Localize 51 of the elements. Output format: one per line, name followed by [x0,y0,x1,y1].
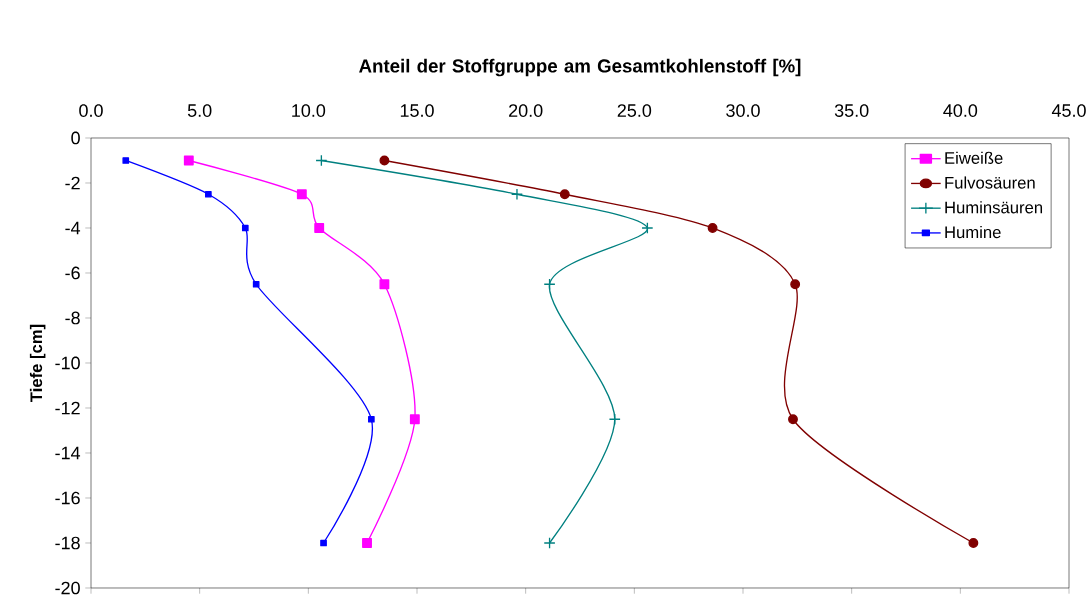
y-tick-label: -18 [55,536,80,550]
y-tick-label: -6 [65,266,80,280]
y-tick-label: -14 [55,446,81,460]
point [409,414,420,425]
legend-label: Huminsäuren [945,201,1043,214]
point [122,157,130,164]
point [241,224,249,232]
y-tick-label: 0 [71,131,80,145]
point [379,155,390,166]
point [788,414,798,425]
point [183,155,194,166]
point [968,538,979,548]
point [790,279,801,290]
point [314,223,325,233]
y-tick-label: -4 [65,221,81,235]
point [252,280,260,288]
point [315,154,328,167]
legend-label: Eiweiße [945,151,1003,164]
y-tick-label: -12 [55,401,80,415]
point [296,189,307,200]
x-tick-label: 45.0 [1051,104,1086,117]
x-tick-label: 0.0 [79,104,103,117]
x-tick-label: 10.0 [292,104,326,117]
y-tick-label: -10 [55,356,80,370]
x-tick-label: 40.0 [943,104,978,117]
x-tick-label: 30.0 [726,104,760,117]
point [205,190,212,198]
point [641,221,654,234]
point [510,188,523,201]
point [543,536,556,549]
y-tick-label: -16 [55,491,80,505]
point [543,278,556,291]
x-tick-label: 35.0 [834,104,869,117]
point [559,189,570,200]
point [368,415,375,423]
point [379,279,390,290]
y-axis-title: Tiefe [cm] [29,324,46,403]
legend-label: Humine [945,225,1001,239]
y-tick-label: -20 [55,581,80,595]
x-axis-title: Anteil der Stoffgruppe am Gesamtkohlenstoff [%] [359,58,801,77]
x-tick-label: 5.0 [187,104,212,117]
legend-label: Fulvosäuren [945,176,1035,189]
x-tick-label: 20.0 [509,104,543,117]
y-tick-label: -2 [65,176,80,190]
y-tick-label: -8 [65,311,80,325]
point [707,223,718,233]
x-tick-label: 15.0 [400,104,434,117]
point [362,538,372,548]
point [608,413,621,426]
x-tick-label: 25.0 [617,104,652,117]
point [320,539,327,547]
